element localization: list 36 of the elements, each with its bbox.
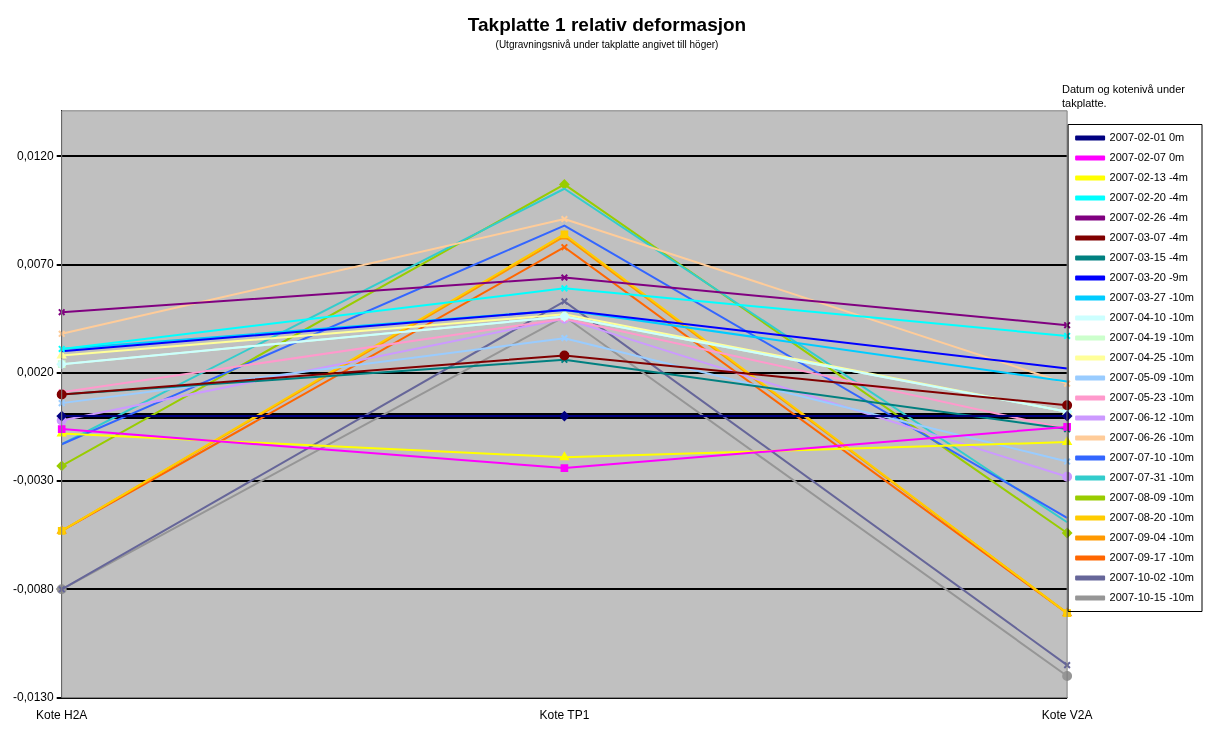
legend-label: 2007-05-23 -10m bbox=[1109, 391, 1195, 404]
chart-subtitle: (Utgravningsnivå under takplatte angivet till höger) bbox=[495, 38, 719, 50]
legend-label: 2007-05-09 -10m bbox=[1109, 371, 1195, 384]
legend-label: 2007-02-26 -4m bbox=[1109, 211, 1188, 224]
x-tick-label: Kote TP1 bbox=[539, 708, 590, 723]
y-tick-label: -0,0080 bbox=[13, 581, 55, 596]
legend-label: 2007-09-17 -10m bbox=[1109, 551, 1195, 564]
legend-label: 2007-08-09 -10m bbox=[1109, 491, 1195, 504]
legend-label: 2007-07-10 -10m bbox=[1109, 451, 1195, 464]
legend-label: 2007-06-12 -10m bbox=[1109, 411, 1195, 424]
x-tick-label: Kote V2A bbox=[1041, 708, 1093, 723]
legend-label: 2007-03-07 -4m bbox=[1109, 231, 1188, 244]
legend-label: 2007-07-31 -10m bbox=[1109, 471, 1195, 484]
legend-label: 2007-04-19 -10m bbox=[1109, 331, 1195, 344]
y-tick-label: -0,0130 bbox=[13, 689, 55, 704]
legend-label: 2007-10-15 -10m bbox=[1109, 591, 1195, 604]
legend-title: Datum og kotenivå under takplatte. bbox=[1062, 82, 1186, 110]
legend-label: 2007-04-25 -10m bbox=[1109, 351, 1195, 364]
legend-label: 2007-03-27 -10m bbox=[1109, 291, 1195, 304]
x-tick-label: Kote H2A bbox=[36, 708, 88, 723]
legend-label: 2007-03-20 -9m bbox=[1109, 271, 1188, 284]
legend-label: 2007-09-04 -10m bbox=[1109, 531, 1195, 544]
legend-label: 2007-06-26 -10m bbox=[1109, 431, 1195, 444]
chart-title: Takplatte 1 relativ deformasjon bbox=[467, 13, 747, 35]
y-tick-label: 0,0070 bbox=[17, 256, 55, 271]
y-tick-label: 0,0020 bbox=[17, 365, 55, 380]
legend-label: 2007-04-10 -10m bbox=[1109, 311, 1195, 324]
legend-label: 2007-02-20 -4m bbox=[1109, 191, 1188, 204]
y-tick-label: 0,0120 bbox=[17, 148, 55, 163]
legend-label: 2007-02-13 -4m bbox=[1109, 171, 1188, 184]
legend-label: 2007-02-01 0m bbox=[1109, 131, 1185, 144]
legend-label: 2007-02-07 0m bbox=[1109, 151, 1185, 164]
legend-label: 2007-08-20 -10m bbox=[1109, 511, 1195, 524]
legend-label: 2007-10-02 -10m bbox=[1109, 571, 1195, 584]
legend-label: 2007-03-15 -4m bbox=[1109, 251, 1188, 264]
y-tick-label: -0,0030 bbox=[13, 473, 55, 488]
